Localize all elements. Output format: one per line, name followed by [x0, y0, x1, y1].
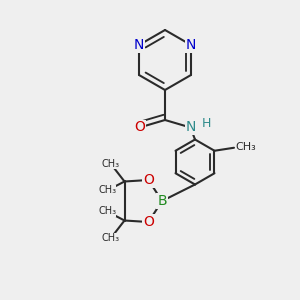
Text: N: N [185, 121, 196, 134]
Text: CH₃: CH₃ [98, 206, 116, 217]
Text: N: N [134, 38, 144, 52]
Text: B: B [157, 194, 167, 208]
Text: CH₃: CH₃ [236, 142, 256, 152]
Text: O: O [134, 121, 145, 134]
Text: N: N [186, 38, 196, 52]
Text: H: H [202, 117, 211, 130]
Text: CH₃: CH₃ [102, 233, 120, 243]
Text: O: O [143, 173, 154, 187]
Text: CH₃: CH₃ [98, 185, 116, 196]
Text: O: O [143, 215, 154, 229]
Text: CH₃: CH₃ [102, 159, 120, 169]
